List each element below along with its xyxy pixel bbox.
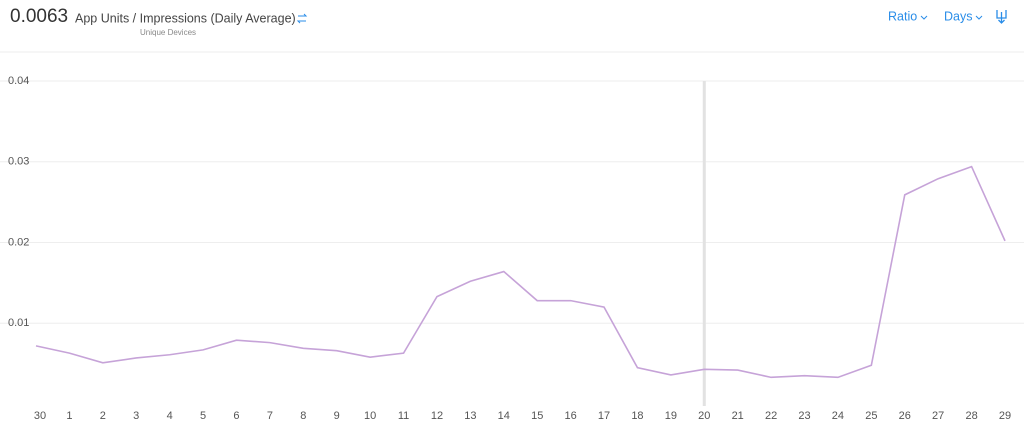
x-tick-label: 30: [34, 410, 46, 422]
x-tick-label: 10: [364, 410, 376, 422]
chevron: [920, 15, 928, 20]
x-tick-label: 23: [798, 410, 810, 422]
x-tick-label: 4: [167, 410, 173, 422]
x-tick-label: 17: [598, 410, 610, 422]
x-tick-label: 9: [334, 410, 340, 422]
x-tick-label: 24: [832, 410, 844, 422]
x-tick-label: 16: [564, 410, 576, 422]
x-tick-label: 20: [698, 410, 710, 422]
ratio-control[interactable]: Ratio: [888, 9, 917, 23]
x-tick-label: 11: [398, 410, 409, 422]
x-tick-label: 22: [765, 410, 777, 422]
x-tick-label: 7: [267, 410, 273, 422]
x-tick-label: 13: [464, 410, 476, 422]
x-tick-label: 2: [100, 410, 106, 422]
x-tick-label: 21: [732, 410, 744, 422]
y-tick-label: 0.01: [8, 317, 29, 329]
chart-title: App Units / Impressions (Daily Average): [75, 11, 296, 25]
x-tick-label: 5: [200, 410, 206, 422]
x-tick-label: 27: [932, 410, 944, 422]
download-icon[interactable]: [996, 10, 1007, 24]
x-tick-label: 28: [965, 410, 977, 422]
x-tick-label: 25: [865, 410, 877, 422]
x-tick-label: 14: [498, 410, 510, 422]
x-tick-label: 18: [631, 410, 643, 422]
x-tick-label: 12: [431, 410, 443, 422]
y-tick-label: 0.04: [8, 75, 29, 87]
x-tick-label: 19: [665, 410, 677, 422]
x-tick-label: 15: [531, 410, 543, 422]
series-line: [35, 165, 1006, 379]
x-tick-label: 8: [300, 410, 306, 422]
x-tick-label: 3: [133, 410, 139, 422]
x-tick-label: 1: [66, 410, 72, 422]
swap-icon[interactable]: [296, 13, 308, 24]
days-control[interactable]: Days: [944, 9, 972, 23]
chart-subtitle: Unique Devices: [140, 28, 196, 37]
x-tick-label: 6: [233, 410, 239, 422]
y-tick-label: 0.03: [8, 156, 29, 168]
x-tick-label: 29: [999, 410, 1011, 422]
chevron: [975, 15, 983, 20]
x-tick-label: 26: [899, 410, 911, 422]
headline-value: 0.0063: [10, 6, 68, 27]
y-tick-label: 0.02: [8, 236, 29, 248]
